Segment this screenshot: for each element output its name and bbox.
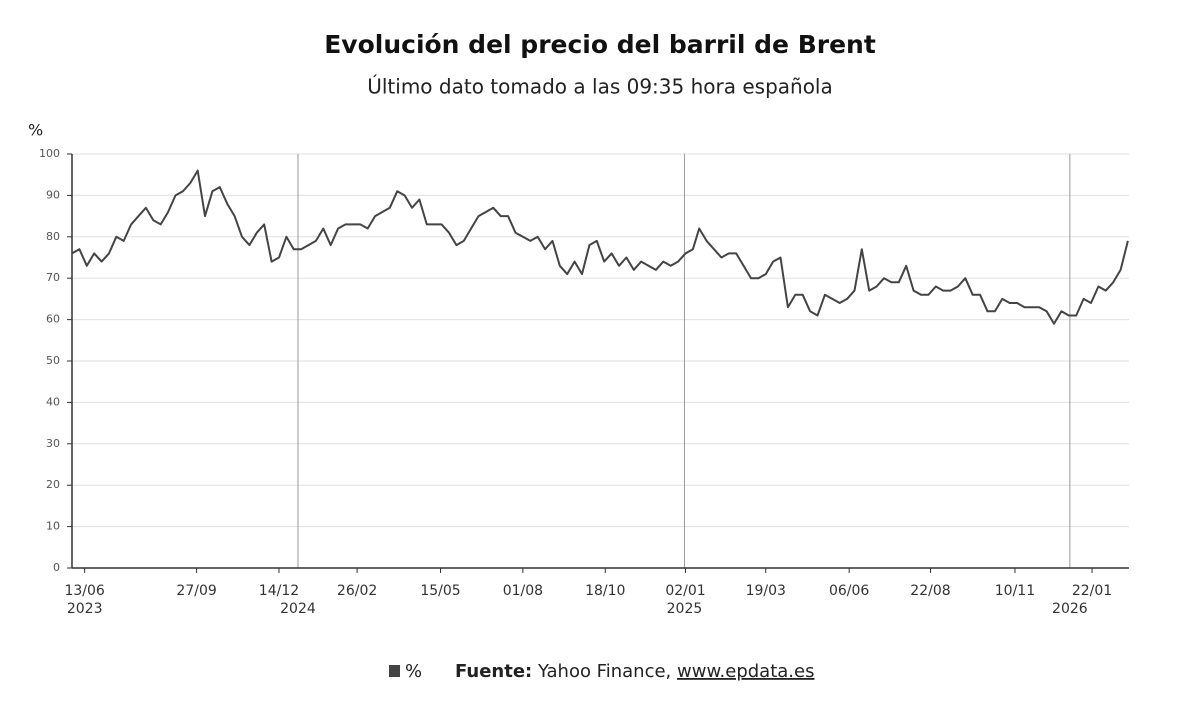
y-tick-label: 40 bbox=[46, 395, 60, 408]
y-tick-label: 0 bbox=[53, 561, 60, 574]
chart-title: Evolución del precio del barril de Brent bbox=[324, 30, 876, 59]
chart-subtitle: Último dato tomado a las 09:35 hora espa… bbox=[367, 75, 833, 99]
x-tick-label: 01/08 bbox=[503, 583, 543, 599]
source-label: Fuente: bbox=[455, 661, 532, 682]
source-link[interactable]: www.epdata.es bbox=[677, 661, 814, 682]
x-tick-label: 27/09 bbox=[176, 583, 216, 599]
legend-label: % bbox=[405, 661, 422, 682]
year-label: 2023 bbox=[67, 601, 103, 617]
y-tick-label: 80 bbox=[46, 230, 60, 243]
x-tick-label: 19/03 bbox=[746, 583, 786, 599]
y-tick-label: 30 bbox=[46, 437, 60, 450]
y-tick-label: 50 bbox=[46, 354, 60, 367]
x-tick-label: 14/12 bbox=[259, 583, 299, 599]
x-tick-label: 18/10 bbox=[585, 583, 625, 599]
x-tick-label: 13/06 bbox=[64, 583, 104, 599]
legend-swatch bbox=[389, 665, 400, 677]
x-tick-label: 02/01 bbox=[665, 583, 705, 599]
x-tick-label: 26/02 bbox=[337, 583, 377, 599]
x-tick-label: 22/08 bbox=[910, 583, 950, 599]
y-tick-label: 20 bbox=[46, 478, 60, 491]
source: Fuente: Yahoo Finance, www.epdata.es bbox=[455, 661, 814, 682]
year-label: 2026 bbox=[1052, 601, 1088, 617]
x-tick-label: 10/11 bbox=[995, 583, 1035, 599]
x-tick-label: 22/01 bbox=[1072, 583, 1112, 599]
year-label: 2025 bbox=[667, 601, 703, 617]
y-tick-label: 100 bbox=[39, 147, 60, 160]
y-tick-label: 70 bbox=[46, 271, 60, 284]
year-label: 2024 bbox=[280, 601, 316, 617]
data-line bbox=[71, 169, 1129, 325]
x-tick-label: 06/06 bbox=[829, 583, 869, 599]
y-axis-label: % bbox=[28, 121, 43, 140]
y-tick-label: 10 bbox=[46, 520, 60, 533]
source-text: Yahoo Finance, bbox=[537, 661, 671, 682]
x-tick-label: 15/05 bbox=[420, 583, 460, 599]
y-tick-label: 90 bbox=[46, 188, 60, 201]
y-tick-label: 60 bbox=[46, 313, 60, 326]
